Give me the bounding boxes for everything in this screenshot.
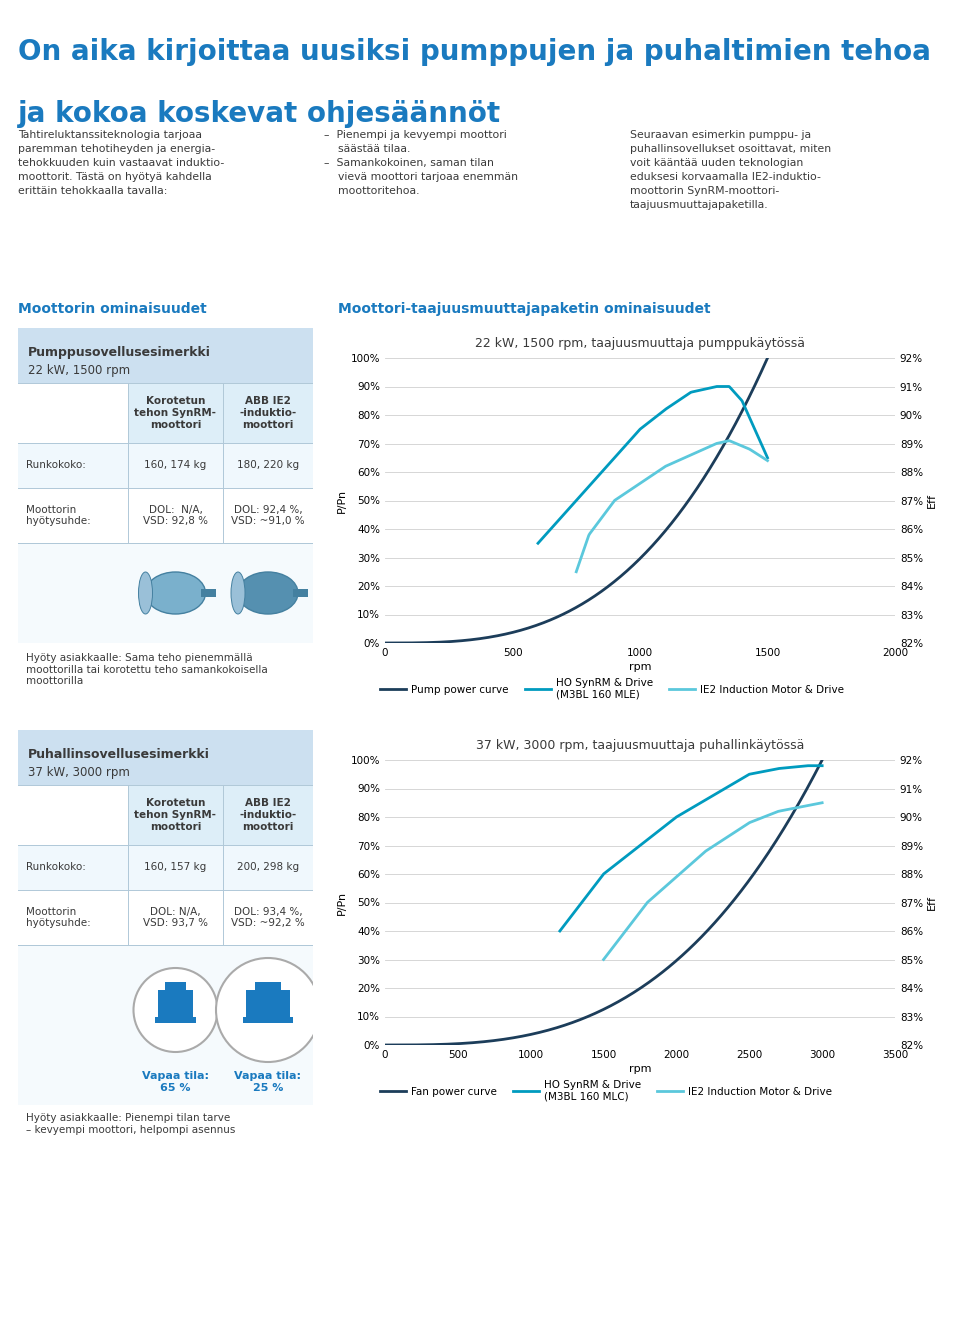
Bar [18, 945, 313, 1105]
Bar [18, 845, 313, 890]
Bar [243, 1017, 293, 1023]
Bar [155, 1017, 196, 1023]
Y-axis label: P/Pn: P/Pn [336, 891, 347, 915]
Text: Moottorin
hyötysuhde:: Moottorin hyötysuhde: [26, 907, 91, 928]
Bar [18, 443, 313, 488]
Y-axis label: Eff: Eff [927, 895, 937, 910]
Ellipse shape [138, 572, 153, 613]
Text: Tahtireluktanssiteknologia tarjoaa
paremman tehotiheyden ja energia-
tehokkuuden: Tahtireluktanssiteknologia tarjoaa parem… [18, 130, 225, 196]
Bar [201, 590, 215, 598]
Text: Puhallinsovellusesimerkki: Puhallinsovellusesimerkki [28, 748, 210, 761]
Bar [18, 488, 313, 543]
Ellipse shape [216, 958, 320, 1062]
Bar [165, 982, 186, 990]
Bar [158, 990, 193, 1021]
Text: 22 kW, 1500 rpm: 22 kW, 1500 rpm [28, 364, 131, 377]
Text: –  Pienempi ja kevyempi moottori
    säästää tilaa.
–  Samankokoinen, saman tila: – Pienempi ja kevyempi moottori säästää … [324, 130, 518, 196]
Text: 180, 220 kg: 180, 220 kg [237, 460, 300, 471]
X-axis label: rpm: rpm [629, 1064, 651, 1073]
Bar [18, 328, 313, 383]
Text: Korotetun
tehon SynRM-
moottori: Korotetun tehon SynRM- moottori [134, 397, 217, 430]
Bar [293, 590, 308, 598]
Text: DOL: 93,4 %,
VSD: ~92,2 %: DOL: 93,4 %, VSD: ~92,2 % [231, 907, 305, 928]
X-axis label: rpm: rpm [629, 662, 651, 672]
Legend: Pump power curve, HO SynRM & Drive
(M3BL 160 MLE), IE2 Induction Motor & Drive: Pump power curve, HO SynRM & Drive (M3BL… [380, 678, 844, 699]
Ellipse shape [231, 572, 245, 613]
Bar [128, 383, 313, 443]
Ellipse shape [238, 572, 298, 613]
Text: ABB IE2
-induktio-
moottori: ABB IE2 -induktio- moottori [239, 798, 297, 832]
Title: 37 kW, 3000 rpm, taajuusmuuttaja puhallinkäytössä: 37 kW, 3000 rpm, taajuusmuuttaja puhalli… [476, 739, 804, 752]
Legend: Fan power curve, HO SynRM & Drive
(M3BL 160 MLC), IE2 Induction Motor & Drive: Fan power curve, HO SynRM & Drive (M3BL … [380, 1080, 832, 1101]
Text: 160, 157 kg: 160, 157 kg [144, 862, 206, 873]
Text: Vapaa tila:
25 %: Vapaa tila: 25 % [234, 1071, 301, 1093]
Text: DOL: N/A,
VSD: 93,7 %: DOL: N/A, VSD: 93,7 % [143, 907, 208, 928]
Text: Hyöty asiakkaalle: Pienempi tilan tarve
– kevyempi moottori, helpompi asennus: Hyöty asiakkaalle: Pienempi tilan tarve … [26, 1113, 235, 1134]
Text: ABB IE2
-induktio-
moottori: ABB IE2 -induktio- moottori [239, 397, 297, 430]
Text: Vapaa tila:
65 %: Vapaa tila: 65 % [142, 1071, 209, 1093]
Text: On aika kirjoittaa uusiksi pumppujen ja puhaltimien tehoa: On aika kirjoittaa uusiksi pumppujen ja … [18, 37, 931, 66]
Text: Moottori-taajuusmuuttajapaketin ominaisuudet: Moottori-taajuusmuuttajapaketin ominaisu… [338, 301, 710, 316]
Y-axis label: Eff: Eff [927, 493, 937, 508]
Bar [254, 982, 281, 990]
Bar [246, 990, 290, 1021]
Bar [18, 890, 313, 945]
Text: Hyöty asiakkaalle: Sama teho pienemmällä
moottorilla tai korotettu teho samankok: Hyöty asiakkaalle: Sama teho pienemmällä… [26, 653, 268, 686]
Text: 200, 298 kg: 200, 298 kg [237, 862, 300, 873]
Title: 22 kW, 1500 rpm, taajuusmuuttaja pumppukäytössä: 22 kW, 1500 rpm, taajuusmuuttaja pumppuk… [475, 337, 805, 350]
Text: Moottorin
hyötysuhde:: Moottorin hyötysuhde: [26, 505, 91, 526]
Text: ja kokoa koskevat ohjesäännöt: ja kokoa koskevat ohjesäännöt [18, 100, 501, 128]
Bar [128, 785, 313, 845]
Ellipse shape [146, 572, 205, 613]
Y-axis label: P/Pn: P/Pn [336, 488, 347, 513]
Text: 160, 174 kg: 160, 174 kg [144, 460, 206, 471]
Text: Runkokoko:: Runkokoko: [26, 862, 85, 873]
Text: DOL:  N/A,
VSD: 92,8 %: DOL: N/A, VSD: 92,8 % [143, 505, 208, 526]
Text: 37 kW, 3000 rpm: 37 kW, 3000 rpm [28, 765, 130, 779]
Bar [18, 730, 313, 785]
Text: Seuraavan esimerkin pumppu- ja
puhallinsovellukset osoittavat, miten
voit kääntä: Seuraavan esimerkin pumppu- ja puhallins… [630, 130, 831, 210]
Text: Runkokoko:: Runkokoko: [26, 460, 85, 471]
Text: Moottorin ominaisuudet: Moottorin ominaisuudet [18, 301, 206, 316]
Bar [18, 543, 313, 642]
Text: Korotetun
tehon SynRM-
moottori: Korotetun tehon SynRM- moottori [134, 798, 217, 832]
Text: DOL: 92,4 %,
VSD: ~91,0 %: DOL: 92,4 %, VSD: ~91,0 % [231, 505, 305, 526]
Text: Pumppusovellusesimerkki: Pumppusovellusesimerkki [28, 346, 211, 360]
Ellipse shape [133, 968, 218, 1052]
